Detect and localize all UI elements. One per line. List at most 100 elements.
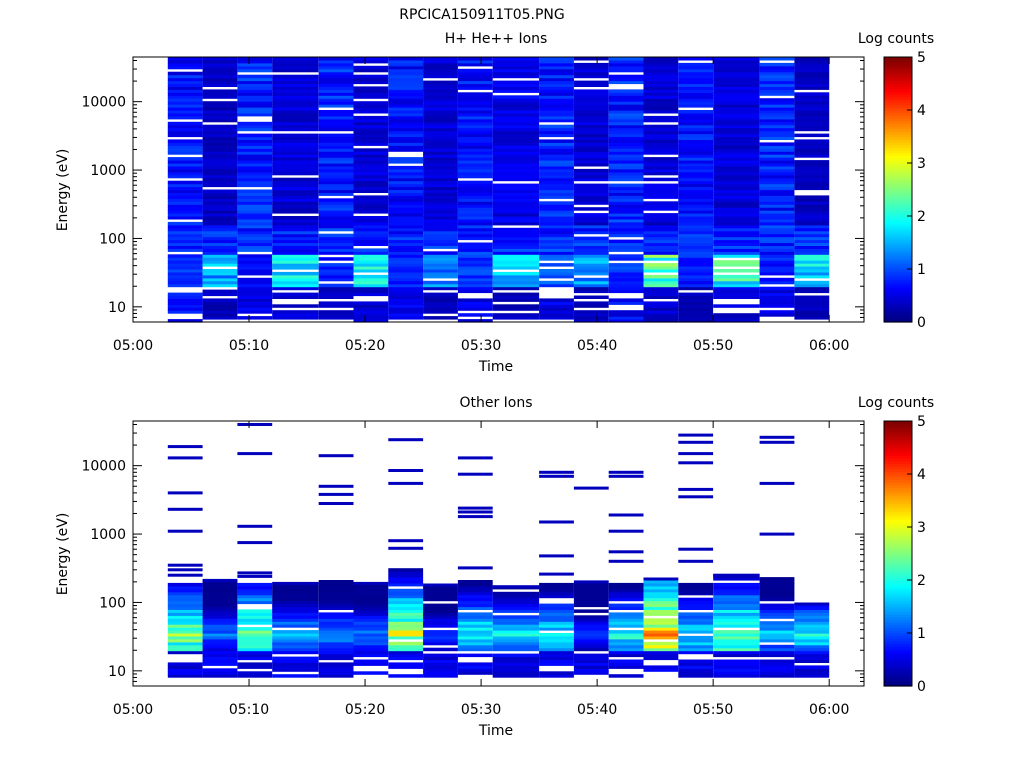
heatmap-cell [643, 656, 679, 661]
heatmap-cell [573, 151, 609, 155]
heatmap-cell [794, 218, 830, 223]
heatmap-cell [608, 310, 644, 314]
heatmap-cell [202, 239, 238, 244]
colorbar-swatch [884, 532, 912, 536]
heatmap-cell [643, 101, 679, 105]
heatmap-cell [237, 618, 273, 622]
colorbar-swatch [884, 683, 912, 687]
sparse-count-line [457, 506, 493, 510]
colorbar-tick-label: 1 [917, 262, 926, 278]
heatmap-cell [237, 98, 273, 102]
heatmap-cell [237, 588, 273, 593]
heatmap-cell [202, 224, 238, 229]
heatmap-cell [423, 618, 458, 622]
colorbar-swatch [884, 284, 912, 289]
heatmap-cell [539, 216, 574, 220]
heatmap-cell [678, 674, 714, 678]
heatmap-cell [237, 198, 273, 202]
heatmap-cell [457, 160, 493, 164]
colorbar-swatch [884, 603, 912, 608]
heatmap-cell [457, 662, 493, 666]
sparse-count-line [539, 554, 574, 558]
heatmap-cell [423, 65, 458, 70]
colorbar-swatch [884, 234, 912, 238]
heatmap-cell [608, 192, 644, 196]
heatmap-cell [794, 57, 830, 61]
heatmap-cell [202, 133, 238, 138]
heatmap-cell [794, 83, 830, 87]
heatmap-cell [353, 195, 389, 199]
colorbar-swatch [884, 117, 912, 122]
heatmap-cell [608, 77, 644, 82]
heatmap-cell [794, 213, 830, 217]
heatmap-cell [272, 136, 319, 140]
heatmap-cell [678, 195, 714, 199]
heatmap-cell [794, 310, 830, 314]
heatmap-cell [573, 224, 609, 229]
heatmap-cell [643, 98, 679, 102]
heatmap-cell [678, 98, 714, 102]
heatmap-cell [573, 271, 609, 276]
heatmap-cell [457, 283, 493, 288]
colorbar-swatch [884, 115, 912, 119]
heatmap-cell [759, 671, 795, 675]
heatmap-cell [759, 233, 795, 238]
colorbar-swatch [884, 258, 912, 262]
heatmap-cell [492, 633, 540, 637]
heatmap-cell [272, 165, 319, 170]
heatmap-cell [608, 118, 644, 123]
heatmap-cell [492, 251, 540, 255]
heatmap-cell [388, 201, 424, 205]
heatmap-cell [573, 160, 609, 164]
heatmap-cell [608, 630, 644, 634]
sparse-count-line [318, 492, 354, 496]
colorbar-swatch [884, 242, 912, 246]
heatmap-cell [353, 171, 389, 176]
heatmap-cell [167, 662, 203, 666]
heatmap-cell [643, 600, 679, 605]
heatmap-cell [388, 192, 424, 196]
heatmap-cell [492, 83, 540, 87]
heatmap-cell [318, 213, 354, 217]
heatmap-cell [353, 183, 389, 188]
heatmap-cell [272, 641, 319, 646]
heatmap-cell [237, 594, 273, 599]
heatmap-cell [678, 644, 714, 649]
heatmap-cell [353, 263, 389, 267]
heatmap-cell [167, 192, 203, 196]
heatmap-cell [167, 165, 203, 170]
heatmap-cell [202, 615, 238, 619]
heatmap-cell [423, 92, 458, 96]
heatmap-cell [423, 118, 458, 123]
heatmap-cell [237, 656, 273, 661]
heatmap-cell [167, 142, 203, 146]
heatmap-cell [457, 266, 493, 270]
colorbar-swatch [884, 484, 912, 488]
heatmap-cell [678, 283, 714, 288]
heatmap-cell [678, 154, 714, 158]
heatmap-cell [202, 130, 238, 135]
heatmap-cell [457, 668, 493, 672]
heatmap-cell [388, 612, 424, 616]
heatmap-cell [643, 236, 679, 241]
heatmap-cell [492, 213, 540, 217]
heatmap-cell [237, 201, 273, 205]
heatmap-cell [237, 627, 273, 631]
heatmap-cell [237, 224, 273, 229]
heatmap-cell [539, 168, 574, 173]
heatmap-cell [237, 295, 273, 299]
heatmap-cell [573, 101, 609, 105]
colorbar-swatch [884, 57, 912, 61]
heatmap-cell [678, 319, 714, 323]
heatmap-cell [457, 621, 493, 625]
heatmap-cell [492, 74, 540, 79]
heatmap-cell [539, 224, 574, 229]
heatmap-cell [608, 115, 644, 120]
heatmap-cell [539, 248, 574, 252]
heatmap-cell [388, 286, 424, 291]
heatmap-cell [539, 92, 574, 96]
heatmap-cell [388, 95, 424, 99]
heatmap-cell [608, 254, 644, 258]
